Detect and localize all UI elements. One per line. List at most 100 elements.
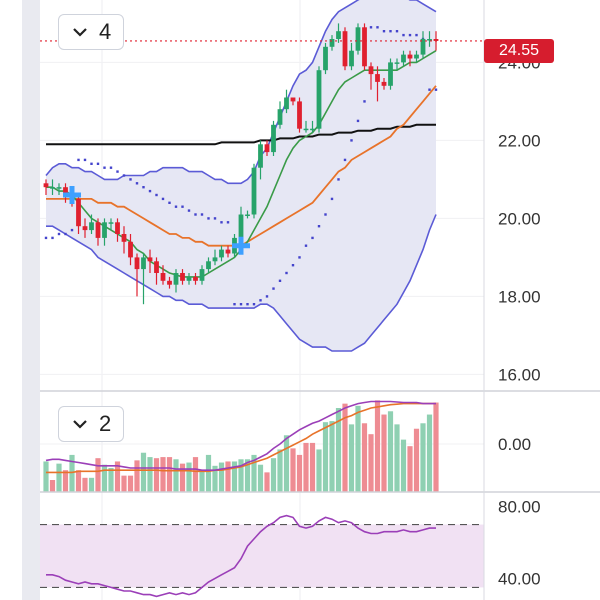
- sar-dot: [90, 162, 93, 165]
- sar-dot: [64, 232, 67, 236]
- candle-body: [290, 97, 296, 102]
- price-panel[interactable]: [40, 0, 484, 352]
- sar-dot: [317, 225, 321, 228]
- sar-dot: [246, 303, 249, 306]
- sar-dot: [239, 303, 243, 306]
- candle-body: [381, 81, 387, 86]
- volume-bar: [225, 461, 231, 492]
- candle-body: [251, 167, 257, 215]
- candle-body: [206, 261, 211, 270]
- rsi-band-fill: [40, 524, 484, 588]
- sar-dot: [44, 236, 48, 240]
- volume-bar: [368, 434, 374, 492]
- price-tick-label-4: 18.00: [498, 287, 541, 306]
- sar-dot: [402, 33, 405, 37]
- rsi-line: [46, 514, 436, 598]
- last-price-tag: 24.55: [484, 39, 554, 63]
- candle-body: [102, 222, 107, 238]
- sar-dot: [96, 162, 100, 165]
- volume-bar: [147, 457, 153, 492]
- sar-dot: [324, 213, 327, 216]
- candle-body: [108, 222, 114, 224]
- candle-body: [225, 249, 231, 254]
- sar-dot: [415, 33, 418, 37]
- sar-dot: [226, 221, 230, 224]
- sar-dot: [343, 158, 347, 162]
- sar-dot: [109, 166, 113, 169]
- sar-dot: [330, 197, 334, 201]
- candle-body: [401, 54, 406, 63]
- volume-bar: [316, 449, 322, 492]
- volume-bar: [121, 475, 127, 492]
- candle-body: [368, 66, 374, 75]
- sar-dot: [376, 26, 379, 29]
- sar-dot: [291, 264, 295, 267]
- left-scroll-strip[interactable]: [22, 0, 40, 600]
- volume-bar: [426, 414, 433, 492]
- sar-dot: [337, 178, 340, 181]
- sar-dot: [285, 271, 288, 275]
- candle-body: [219, 249, 224, 258]
- candle-body: [297, 101, 302, 129]
- sar-dot: [77, 158, 80, 162]
- candle-body: [199, 269, 205, 281]
- volume-bar: [264, 472, 270, 492]
- rsi-tick-label-0: 80.00: [498, 498, 541, 517]
- volume-bar: [173, 459, 179, 492]
- volume-bar: [218, 462, 225, 492]
- volume-bar: [199, 470, 205, 492]
- volume-bar: [309, 442, 316, 492]
- sar-dot: [207, 217, 210, 220]
- sar-dot: [298, 256, 301, 259]
- sar-dot: [161, 197, 165, 201]
- sar-dot: [116, 170, 119, 173]
- candle-body: [147, 257, 153, 262]
- sar-dot: [129, 178, 132, 181]
- rsi-panel[interactable]: [40, 514, 484, 598]
- volume-bar: [62, 470, 69, 492]
- volume-bar: [186, 462, 192, 492]
- candle-body: [388, 62, 393, 86]
- candle-body: [433, 39, 439, 41]
- volume-bar: [374, 400, 381, 492]
- volume-bar: [420, 423, 426, 492]
- sar-dot: [135, 182, 139, 185]
- candle-body: [95, 222, 101, 238]
- sar-dot: [194, 213, 197, 216]
- volume-bar: [355, 405, 361, 492]
- volume-panel-badge-count: 2: [99, 411, 112, 436]
- volume-bar: [205, 454, 212, 492]
- volume-bar: [342, 403, 348, 492]
- sar-dot: [265, 295, 269, 298]
- bollinger-upper-line: [45, 0, 437, 185]
- panel-separators[interactable]: [40, 0, 600, 600]
- signal-cross-marker: [63, 186, 81, 204]
- long-moving-average-line: [46, 123, 436, 146]
- volume-bar: [166, 457, 173, 492]
- volume-bar: [251, 454, 257, 492]
- volume-panel-badge[interactable]: 2: [58, 406, 125, 442]
- sar-dot: [428, 88, 431, 91]
- volume-panel[interactable]: [43, 400, 439, 492]
- candle-body: [303, 128, 309, 131]
- sar-dot: [51, 236, 54, 240]
- volume-bar: [212, 465, 218, 492]
- sar-dot: [168, 201, 171, 204]
- sar-dot: [103, 166, 106, 169]
- sar-dot: [200, 213, 204, 216]
- volume-bar: [114, 461, 121, 492]
- price-panel-badge-count: 4: [99, 19, 112, 44]
- chevron-down-icon: [73, 28, 87, 37]
- candle-body: [355, 27, 361, 51]
- price-panel-badge[interactable]: 4: [58, 14, 125, 50]
- candle-body: [258, 144, 263, 168]
- volume-bar: [134, 460, 140, 492]
- volume-bar: [95, 458, 101, 492]
- volume-bar: [387, 411, 394, 492]
- rsi-tick-label-1: 40.00: [498, 569, 541, 588]
- candle-body: [212, 257, 218, 262]
- candle-body: [89, 222, 94, 231]
- candle-body: [375, 74, 380, 82]
- sar-dot: [155, 193, 158, 197]
